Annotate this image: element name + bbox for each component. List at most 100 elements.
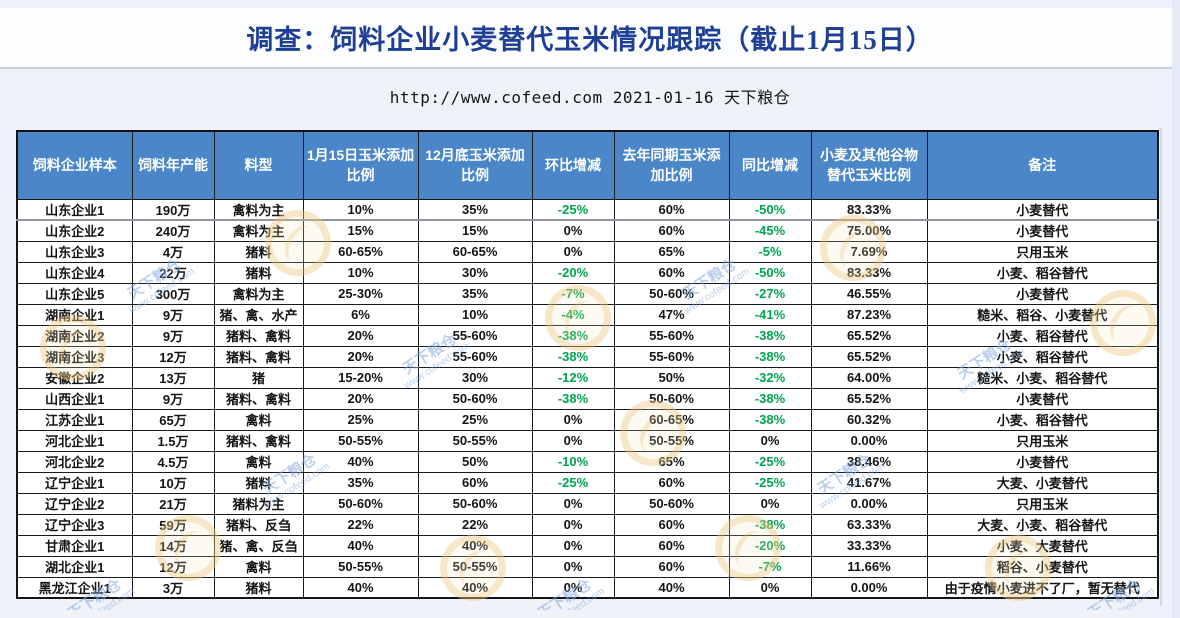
scrollbar-track[interactable] [1172, 0, 1180, 618]
table-cell: 小麦、稻谷替代 [926, 345, 1159, 368]
table-cell: 0% [531, 492, 615, 515]
table-cell: -12% [531, 366, 615, 389]
table-cell: 禽料为主 [213, 282, 304, 305]
table-cell: 38.46% [810, 450, 928, 473]
table-cell: 50-60% [613, 387, 730, 410]
table-cell: -38% [728, 324, 812, 347]
table-row: 山东企业5 300万 禽料为主 25-30% 35% -7% 50-60% -27% 46.55… [16, 282, 1159, 305]
table-cell: -38% [728, 345, 812, 368]
table-cell: 6% [302, 303, 419, 326]
table-header-row: 饲料企业样本 饲料年产能 料型 1月15日玉米添加比例 12月底玉米添加比例 环比增减 去年… [16, 130, 1159, 200]
table-cell: 0.00% [810, 576, 928, 599]
table-cell: 大麦、小麦、稻谷替代 [926, 513, 1159, 536]
table-cell: -32% [728, 366, 812, 389]
table-cell: 50-55% [417, 555, 533, 578]
divider [0, 67, 1180, 69]
table-cell: 40% [613, 576, 730, 599]
table-cell: 9万 [131, 324, 215, 347]
table-cell: 35% [417, 198, 533, 221]
feed-survey-table: 饲料企业样本 饲料年产能 料型 1月15日玉米添加比例 12月底玉米添加比例 环比增减 去年… [16, 130, 1159, 599]
table-cell: 50-60% [417, 387, 533, 410]
table-cell: 大麦、小麦替代 [926, 471, 1159, 494]
table-cell: 55-60% [417, 345, 533, 368]
table-cell: 40% [417, 576, 533, 599]
table-cell: 15-20% [302, 366, 419, 389]
table-cell: 辽宁企业3 [16, 513, 133, 536]
table-cell: 湖南企业3 [16, 345, 133, 368]
table-cell: 10% [417, 303, 533, 326]
table-cell: 0% [531, 513, 615, 536]
table-row: 湖北企业1 12万 禽料 50-55% 50-55% 0% 60% -7% 11.66% 稻谷、小… [16, 555, 1159, 578]
table-cell: -25% [531, 471, 615, 494]
table-cell: 60% [613, 534, 730, 557]
column-header: 1月15日玉米添加比例 [302, 130, 419, 200]
table-cell: 55-60% [613, 324, 730, 347]
table-row: 山东企业2 240万 禽料为主 15% 15% 0% 60% -45% 75.00% 小麦替代 [16, 219, 1159, 242]
table-cell: 65% [613, 450, 730, 473]
table-cell: 小麦替代 [926, 387, 1159, 410]
table-cell: 47% [613, 303, 730, 326]
table-cell: 35% [417, 282, 533, 305]
table-cell: 0% [531, 408, 615, 431]
table-cell: -38% [531, 387, 615, 410]
table-cell: 25-30% [302, 282, 419, 305]
title-band: 调查：饲料企业小麦替代玉米情况跟踪（截止1月15日） [0, 8, 1180, 67]
table-cell: 河北企业1 [16, 429, 133, 452]
table-cell: 稻谷、小麦替代 [926, 555, 1159, 578]
table-cell: 山东企业5 [16, 282, 133, 305]
table-cell: 41.67% [810, 471, 928, 494]
table-cell: -20% [531, 261, 615, 284]
table-cell: 25% [302, 408, 419, 431]
table-cell: 83.33% [810, 261, 928, 284]
table-cell: -50% [728, 261, 812, 284]
table-cell: 240万 [131, 219, 215, 242]
table-cell: 40% [302, 534, 419, 557]
table-cell: 15% [302, 219, 419, 242]
table-cell: 55-60% [417, 324, 533, 347]
table-cell: 60-65% [302, 240, 419, 263]
table-cell: 小麦替代 [926, 219, 1159, 242]
table-cell: 禽料为主 [213, 198, 304, 221]
table-cell: 4万 [131, 240, 215, 263]
table-cell: -38% [531, 324, 615, 347]
table-cell: 小麦、大麦替代 [926, 534, 1159, 557]
table-cell: 0% [531, 429, 615, 452]
table-cell: 9万 [131, 387, 215, 410]
table-cell: 9万 [131, 303, 215, 326]
table-cell: 由于疫情小麦进不了厂，暂无替代 [926, 576, 1159, 599]
table-cell: -10% [531, 450, 615, 473]
table-cell: -25% [728, 450, 812, 473]
table-cell: -38% [728, 513, 812, 536]
table-cell: 猪、禽、反刍 [213, 534, 304, 557]
table-cell: 25% [417, 408, 533, 431]
table-cell: 50-60% [613, 282, 730, 305]
table-row: 山东企业3 4万 猪料 60-65% 60-65% 0% 65% -5% 7.69% 只用玉米 [16, 240, 1159, 263]
table-cell: 0% [531, 219, 615, 242]
table-cell: 小麦替代 [926, 198, 1159, 221]
table-cell: 安徽企业2 [16, 366, 133, 389]
table-cell: 12万 [131, 555, 215, 578]
table-cell: 0% [531, 240, 615, 263]
table-cell: 59万 [131, 513, 215, 536]
table-cell: 辽宁企业1 [16, 471, 133, 494]
table-cell: -38% [728, 408, 812, 431]
table-cell: 50-55% [302, 429, 419, 452]
table-cell: 35% [302, 471, 419, 494]
table-row: 甘肃企业1 14万 猪、禽、反刍 40% 40% 0% 60% -20% 33.33% 小麦、大麦… [16, 534, 1159, 557]
table-cell: 0% [531, 576, 615, 599]
table-cell: 只用玉米 [926, 240, 1159, 263]
table-cell: 湖北企业1 [16, 555, 133, 578]
table-cell: 小麦、稻谷替代 [926, 324, 1159, 347]
table-cell: 75.00% [810, 219, 928, 242]
table-row: 河北企业1 1.5万 猪料、禽料 50-55% 50-55% 0% 50-55% 0% 0.00… [16, 429, 1159, 452]
column-header: 12月底玉米添加比例 [417, 130, 533, 200]
table-cell: 猪料 [213, 261, 304, 284]
table-cell: -25% [728, 471, 812, 494]
table-cell: 猪料、禽料 [213, 429, 304, 452]
table-cell: -7% [531, 282, 615, 305]
table-cell: 黑龙江企业1 [16, 576, 133, 599]
table-cell: 山东企业4 [16, 261, 133, 284]
table-cell: 猪料、禽料 [213, 324, 304, 347]
table-cell: -41% [728, 303, 812, 326]
table-cell: 60% [613, 198, 730, 221]
